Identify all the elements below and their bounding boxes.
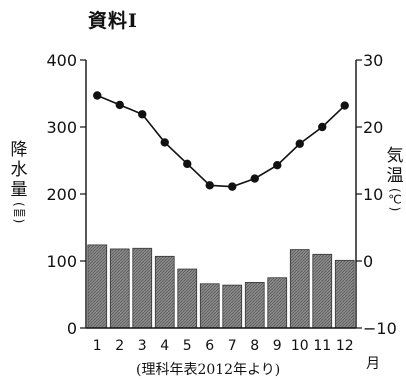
precip-bar-10 — [289, 249, 310, 329]
left-tick-label-400: 400 — [46, 51, 77, 70]
temperature-point-11 — [318, 122, 327, 132]
temperature-point-7 — [228, 182, 237, 191]
temperature-point-12 — [340, 101, 349, 110]
precip-bar-11 — [312, 253, 333, 329]
left-tick-label-300: 300 — [46, 118, 77, 137]
right-axis-label-1: 気 — [386, 146, 404, 166]
precip-bar-9 — [267, 277, 288, 329]
temperature-point-9 — [273, 160, 282, 170]
left-axis-label-2: 水 — [10, 160, 28, 180]
temperature-point-4 — [160, 138, 169, 147]
right-axis-label: 気 温 (℃) — [384, 146, 406, 211]
right-tick-label-1: 0 — [363, 252, 373, 271]
precip-bar-4 — [154, 255, 175, 329]
left-axis-label-3: 量 — [10, 180, 28, 200]
source-note: (理科年表2012年より) — [136, 362, 281, 378]
month-label-2: 2 — [115, 338, 124, 354]
month-label-4: 4 — [160, 338, 169, 354]
left-tick-label-0: 0 — [67, 319, 77, 338]
month-label-12: 12 — [336, 338, 354, 354]
right-tick-label-0: −10 — [363, 319, 397, 338]
temperature-point-6 — [205, 181, 214, 190]
precip-bar-12 — [334, 259, 355, 329]
temperature-point-5 — [183, 159, 192, 169]
left-axis-label: 降 水 量 (㎜) — [8, 140, 30, 223]
month-label-8: 8 — [250, 338, 259, 354]
month-label-9: 9 — [273, 338, 282, 354]
temperature-point-3 — [138, 110, 147, 119]
chart-title: 資料Ⅰ — [88, 10, 138, 32]
left-tick-label-100: 100 — [46, 252, 77, 271]
month-label-3: 3 — [138, 338, 147, 354]
left-tick-label-200: 200 — [46, 185, 77, 204]
month-label-7: 7 — [228, 338, 237, 354]
left-axis-label-1: 降 — [10, 140, 28, 160]
precip-bar-1 — [87, 244, 108, 329]
month-label-1: 1 — [93, 338, 102, 354]
precip-bar-3 — [132, 247, 153, 329]
temperature-point-8 — [250, 174, 259, 183]
month-label-11: 11 — [313, 338, 331, 354]
precip-bar-5 — [177, 268, 198, 329]
temperature-point-2 — [115, 100, 124, 110]
x-axis-unit: 月 — [366, 356, 380, 372]
month-label-10: 10 — [291, 338, 309, 354]
precip-bar-8 — [244, 282, 265, 329]
month-label-5: 5 — [183, 338, 192, 354]
precip-bar-6 — [199, 283, 220, 329]
temperature-point-1 — [93, 91, 102, 100]
left-axis-label-unit: (㎜) — [12, 202, 26, 224]
right-axis-label-2: 温 — [386, 166, 404, 186]
right-tick-label-4: 30 — [363, 51, 383, 70]
precip-bar-2 — [109, 248, 130, 329]
right-tick-label-3: 20 — [363, 118, 383, 137]
precip-bar-7 — [222, 284, 243, 329]
temperature-point-10 — [295, 139, 304, 148]
month-label-6: 6 — [205, 338, 214, 354]
right-tick-label-2: 10 — [363, 185, 383, 204]
right-axis-label-unit: (℃) — [388, 188, 402, 212]
temperature-line — [96, 94, 346, 188]
